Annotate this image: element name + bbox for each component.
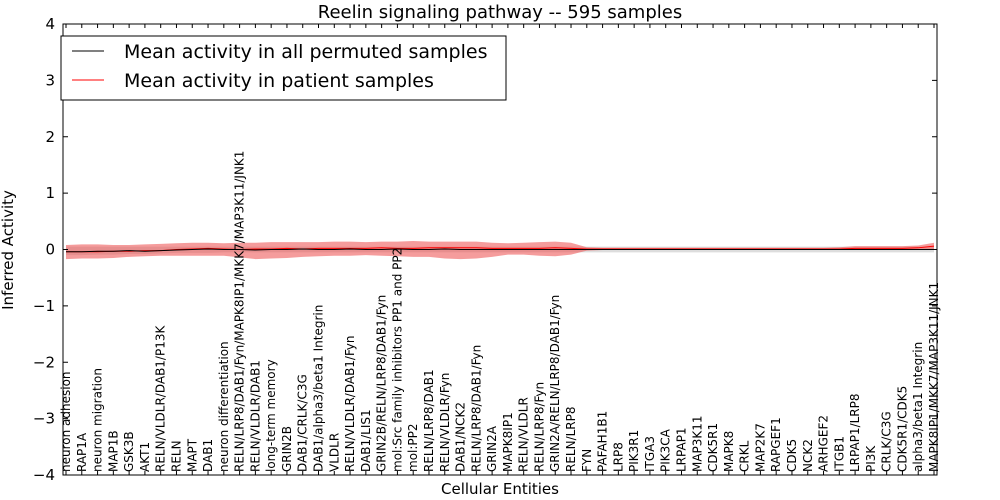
activity-bands — [66, 241, 934, 260]
category-label: RELN/LRP8/Fyn — [532, 382, 546, 472]
category-label: mol:Src family inhibitors PP1 and PP2 — [390, 248, 404, 472]
legend-label-permuted: Mean activity in all permuted samples — [124, 41, 487, 63]
legend: Mean activity in all permuted samples Me… — [60, 35, 507, 101]
category-label: LRP8 — [611, 442, 625, 472]
category-label: long-term memory — [264, 359, 278, 472]
y-axis: −4 −3 −2 −1 0 1 2 3 4 — [33, 15, 937, 484]
category-label: LRPAP1/LRP8 — [848, 393, 862, 472]
category-label: RELN/VLDLR/DAB1/P13K — [154, 325, 168, 472]
category-label: LRPAP1 — [674, 427, 688, 472]
category-label: MAPK8 — [722, 431, 736, 472]
category-label: PAFAH1B1 — [596, 411, 610, 472]
category-label: RAP1A — [75, 432, 89, 472]
category-label: AKT1 — [138, 442, 152, 472]
legend-box — [60, 35, 507, 101]
category-label: CDK5R1 — [706, 423, 720, 472]
band-patient — [66, 241, 934, 260]
category-label: mol:PP2 — [406, 423, 420, 472]
category-label: RAPGEF1 — [769, 417, 783, 472]
y-tick-label: −2 — [33, 353, 55, 371]
category-label: PI3K — [864, 445, 878, 472]
category-label: DAB1/NCK2 — [454, 402, 468, 472]
category-label: RELN/LRP8/DAB1 — [422, 369, 436, 472]
category-label: CDK5R1/CDK5 — [895, 386, 909, 472]
category-label: neuron migration — [91, 368, 105, 472]
category-label: RELN/VLDLR/Fyn — [438, 373, 452, 472]
category-label: ITGA3 — [643, 436, 657, 472]
category-label: RELN — [169, 440, 183, 472]
category-label: GRIN2B/RELN/LRP8/DAB1/Fyn — [375, 295, 389, 472]
category-label: alpha3/beta1 Integrin — [911, 342, 925, 472]
y-axis-label: Inferred Activity — [0, 190, 17, 310]
category-label: RELN/LRP8/DAB1/Fyn — [469, 345, 483, 472]
category-label: GSK3B — [122, 431, 136, 472]
category-label: RELN/VLDLR/DAB1/Fyn — [343, 336, 357, 472]
category-label: RELN/VLDLR/DAB1 — [248, 360, 262, 472]
y-tick-label: 3 — [45, 71, 55, 89]
series-line-permuted — [66, 248, 934, 253]
category-label: DAB1 — [201, 439, 215, 472]
category-label: neuron adhesion — [59, 371, 73, 472]
series-lines — [66, 245, 935, 253]
category-label: PIK3CA — [659, 428, 673, 472]
category-label: MAPK8IP1/MKK7/MAP3K11/JNK1 — [927, 282, 941, 472]
y-tick-label: −1 — [33, 297, 55, 315]
y-tick-label: 4 — [45, 15, 55, 33]
category-label: MAPK8IP1 — [501, 412, 515, 472]
chart-title: Reelin signaling pathway -- 595 samples — [318, 2, 682, 23]
category-label: neuron differentiation — [217, 341, 231, 472]
category-label: RELN/VLDLR — [517, 397, 531, 472]
category-label: MAP1B — [106, 430, 120, 472]
category-label: RELN/LRP8/DAB1/Fyn/MAPK8IP1/MKK7/MAP3K11… — [233, 151, 247, 472]
category-label: ITGB1 — [832, 436, 846, 472]
y-tick-label: −4 — [33, 466, 55, 484]
category-label: MAP3K11 — [690, 415, 704, 472]
y-tick-label: −3 — [33, 410, 55, 428]
category-label: GRIN2A — [485, 425, 499, 472]
y-tick-label: 1 — [45, 184, 55, 202]
y-tick-label: 2 — [45, 128, 55, 146]
category-label: DAB1/alpha3/beta1 Integrin — [312, 305, 326, 472]
series-line-patient — [66, 245, 935, 253]
category-label: VLDLR — [327, 433, 341, 472]
legend-label-patient: Mean activity in patient samples — [124, 70, 434, 92]
category-label: DAB1/CRLK/C3G — [296, 374, 310, 472]
x-axis-categories: neuron adhesion RAP1A neuron migration MAP1… — [59, 24, 941, 475]
category-label: PIK3R1 — [627, 430, 641, 472]
category-label: DAB1/LIS1 — [359, 409, 373, 472]
category-label: ARHGEF2 — [817, 415, 831, 472]
category-label: NCK2 — [801, 439, 815, 472]
y-tick-label: 0 — [45, 241, 55, 259]
category-label: MAPT — [185, 438, 199, 472]
category-label: CDK5 — [785, 439, 799, 472]
category-label: GRIN2A/RELN/LRP8/DAB1/Fyn — [548, 295, 562, 472]
category-label: MAP2K7 — [753, 423, 767, 472]
category-label: GRIN2B — [280, 426, 294, 472]
category-label: FYN — [580, 449, 594, 472]
category-label: CRLK/C3G — [880, 411, 894, 472]
plot-frame — [62, 23, 938, 476]
category-label: RELN/LRP8 — [564, 406, 578, 472]
x-axis-label: Cellular Entities — [441, 480, 559, 498]
category-label: CRKL — [738, 440, 752, 472]
